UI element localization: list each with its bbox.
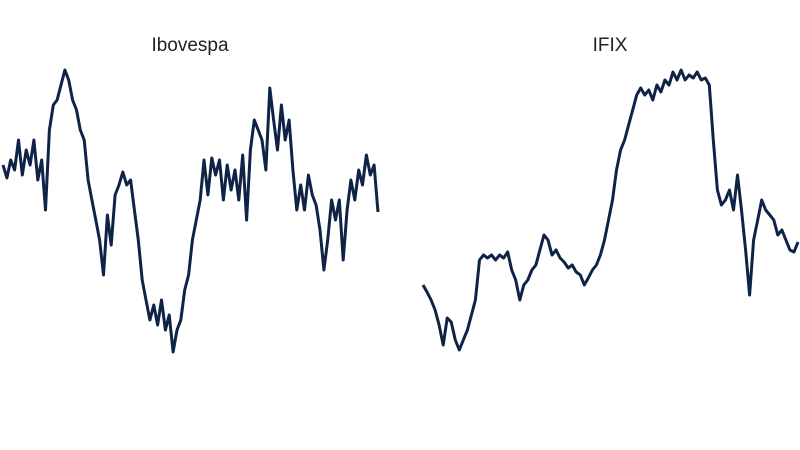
line <box>1 68 380 354</box>
chart-title: IFIX <box>593 35 628 56</box>
line <box>421 68 800 352</box>
chart-title: Ibovespa <box>151 35 229 56</box>
